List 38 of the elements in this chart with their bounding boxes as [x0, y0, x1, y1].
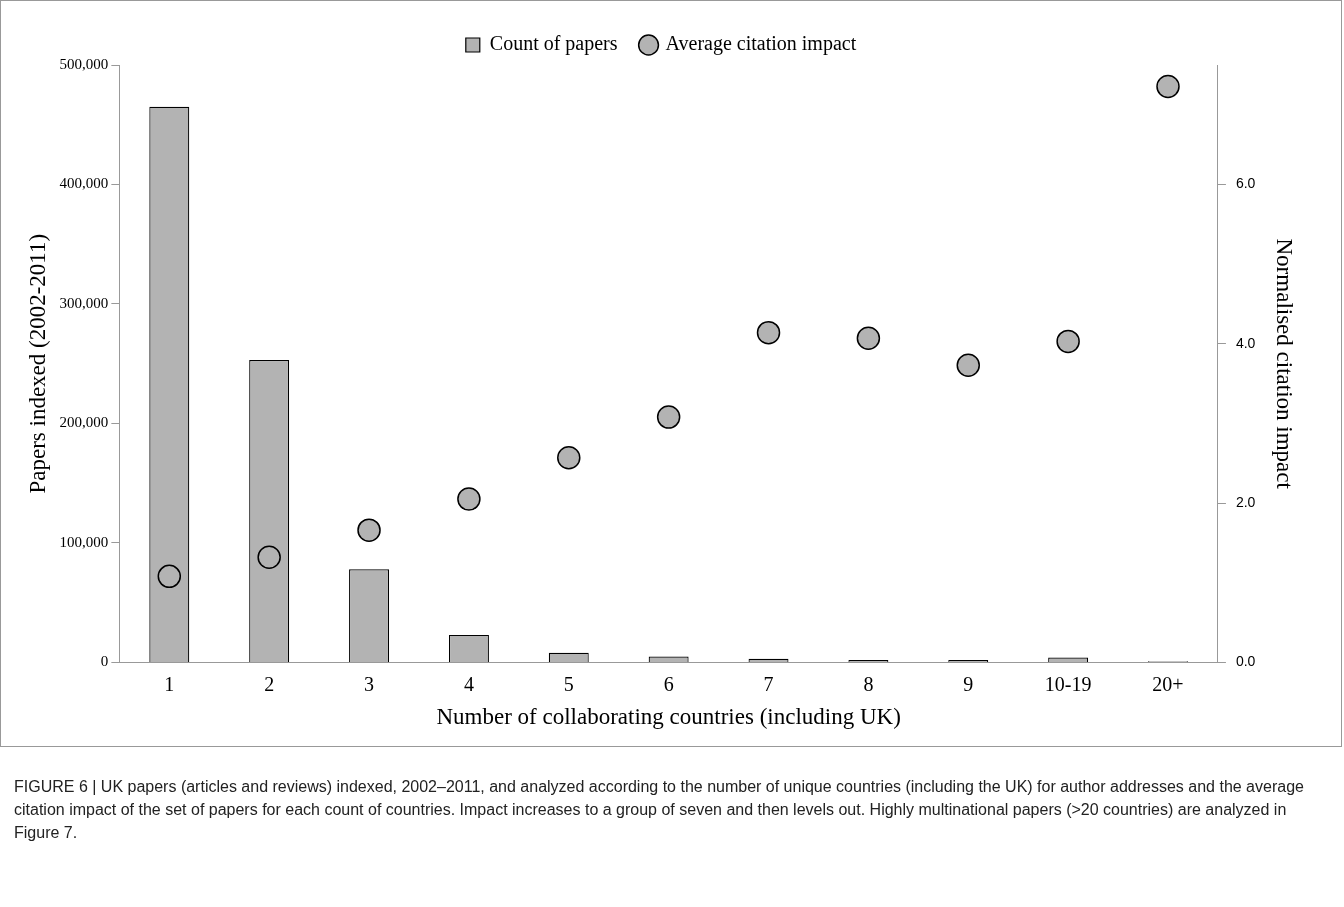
point: [956, 353, 981, 378]
point: [856, 326, 881, 350]
y-tick-label: 0: [100, 653, 109, 670]
x-tick-label: 6: [663, 672, 674, 695]
y-axis-title: Papers indexed (2002-2011): [24, 233, 50, 494]
caption: FIGURE 6 | UK papers (articles and reviews) indexed, 2002–2011, and analyzed according to the number of unique countries (including the UK) for author addresses and the average citation impact of the set of papers for each count of countries. Impact increases to a group of seven and then levels out. Highly multinational papers (>20 countries) are analyzed in Figure 7.: [14, 777, 1305, 843]
x-tick-label: 4: [463, 672, 474, 695]
y-tick-label: 400,000: [59, 175, 109, 192]
y2-tick-label: 4.0: [1235, 334, 1256, 351]
y-tick-label: 300,000: [59, 294, 109, 311]
point: [656, 405, 681, 429]
y-tick-label: 100,000: [59, 533, 109, 550]
x-tick-label: 20+: [1152, 672, 1184, 695]
legend-label: Count of papers: [489, 32, 618, 56]
x-tick-label: 2: [264, 672, 275, 695]
y2-tick-label: 2.0: [1235, 493, 1256, 510]
y2-tick-label: 6.0: [1235, 175, 1256, 192]
point: [756, 320, 781, 345]
x-tick-label: 10-19: [1044, 672, 1092, 695]
point: [557, 445, 581, 470]
point: [257, 545, 281, 570]
x-tick-label: 7: [763, 672, 774, 695]
point: [357, 518, 381, 542]
x-tick-label: 1: [164, 672, 175, 695]
point: [157, 564, 182, 589]
point: [457, 487, 481, 511]
x-tick-label: 3: [364, 672, 375, 695]
point: [1156, 74, 1180, 99]
y-tick-label: 200,000: [59, 414, 109, 431]
y-tick-label: 500,000: [59, 55, 109, 72]
y2-tick-label: 0.0: [1235, 653, 1256, 670]
point: [1056, 329, 1080, 354]
x-tick-label: 8: [863, 672, 874, 695]
x-axis-title: Number of collaborating countries (including UK): [436, 704, 901, 730]
x-tick-label: 9: [963, 672, 974, 695]
legend-label: Average citation impact: [665, 32, 857, 56]
y2-axis-title: Normalised citation impact: [1272, 238, 1298, 490]
x-tick-label: 5: [563, 672, 574, 695]
